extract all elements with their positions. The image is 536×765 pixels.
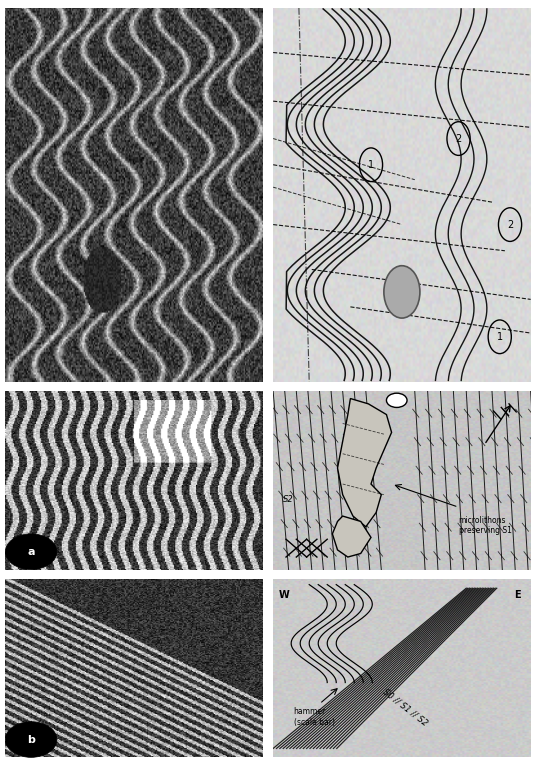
Text: S0 // S1 // S2: S0 // S1 // S2 xyxy=(381,687,429,728)
Text: hammer
(scale bar): hammer (scale bar) xyxy=(294,708,335,727)
Text: 1: 1 xyxy=(368,160,374,170)
Text: 2: 2 xyxy=(507,220,513,230)
Text: 2: 2 xyxy=(456,134,461,144)
Circle shape xyxy=(5,721,57,757)
Polygon shape xyxy=(338,399,392,527)
Polygon shape xyxy=(332,516,371,557)
Text: S2: S2 xyxy=(284,495,294,504)
Text: 1: 1 xyxy=(497,332,503,342)
Text: E: E xyxy=(513,590,520,600)
Text: W: W xyxy=(278,590,289,600)
Text: b: b xyxy=(27,734,35,744)
Text: microlithons
preserving S1: microlithons preserving S1 xyxy=(458,516,511,535)
Text: a: a xyxy=(27,547,35,557)
Circle shape xyxy=(5,534,57,569)
Circle shape xyxy=(384,265,420,318)
Circle shape xyxy=(386,393,407,408)
